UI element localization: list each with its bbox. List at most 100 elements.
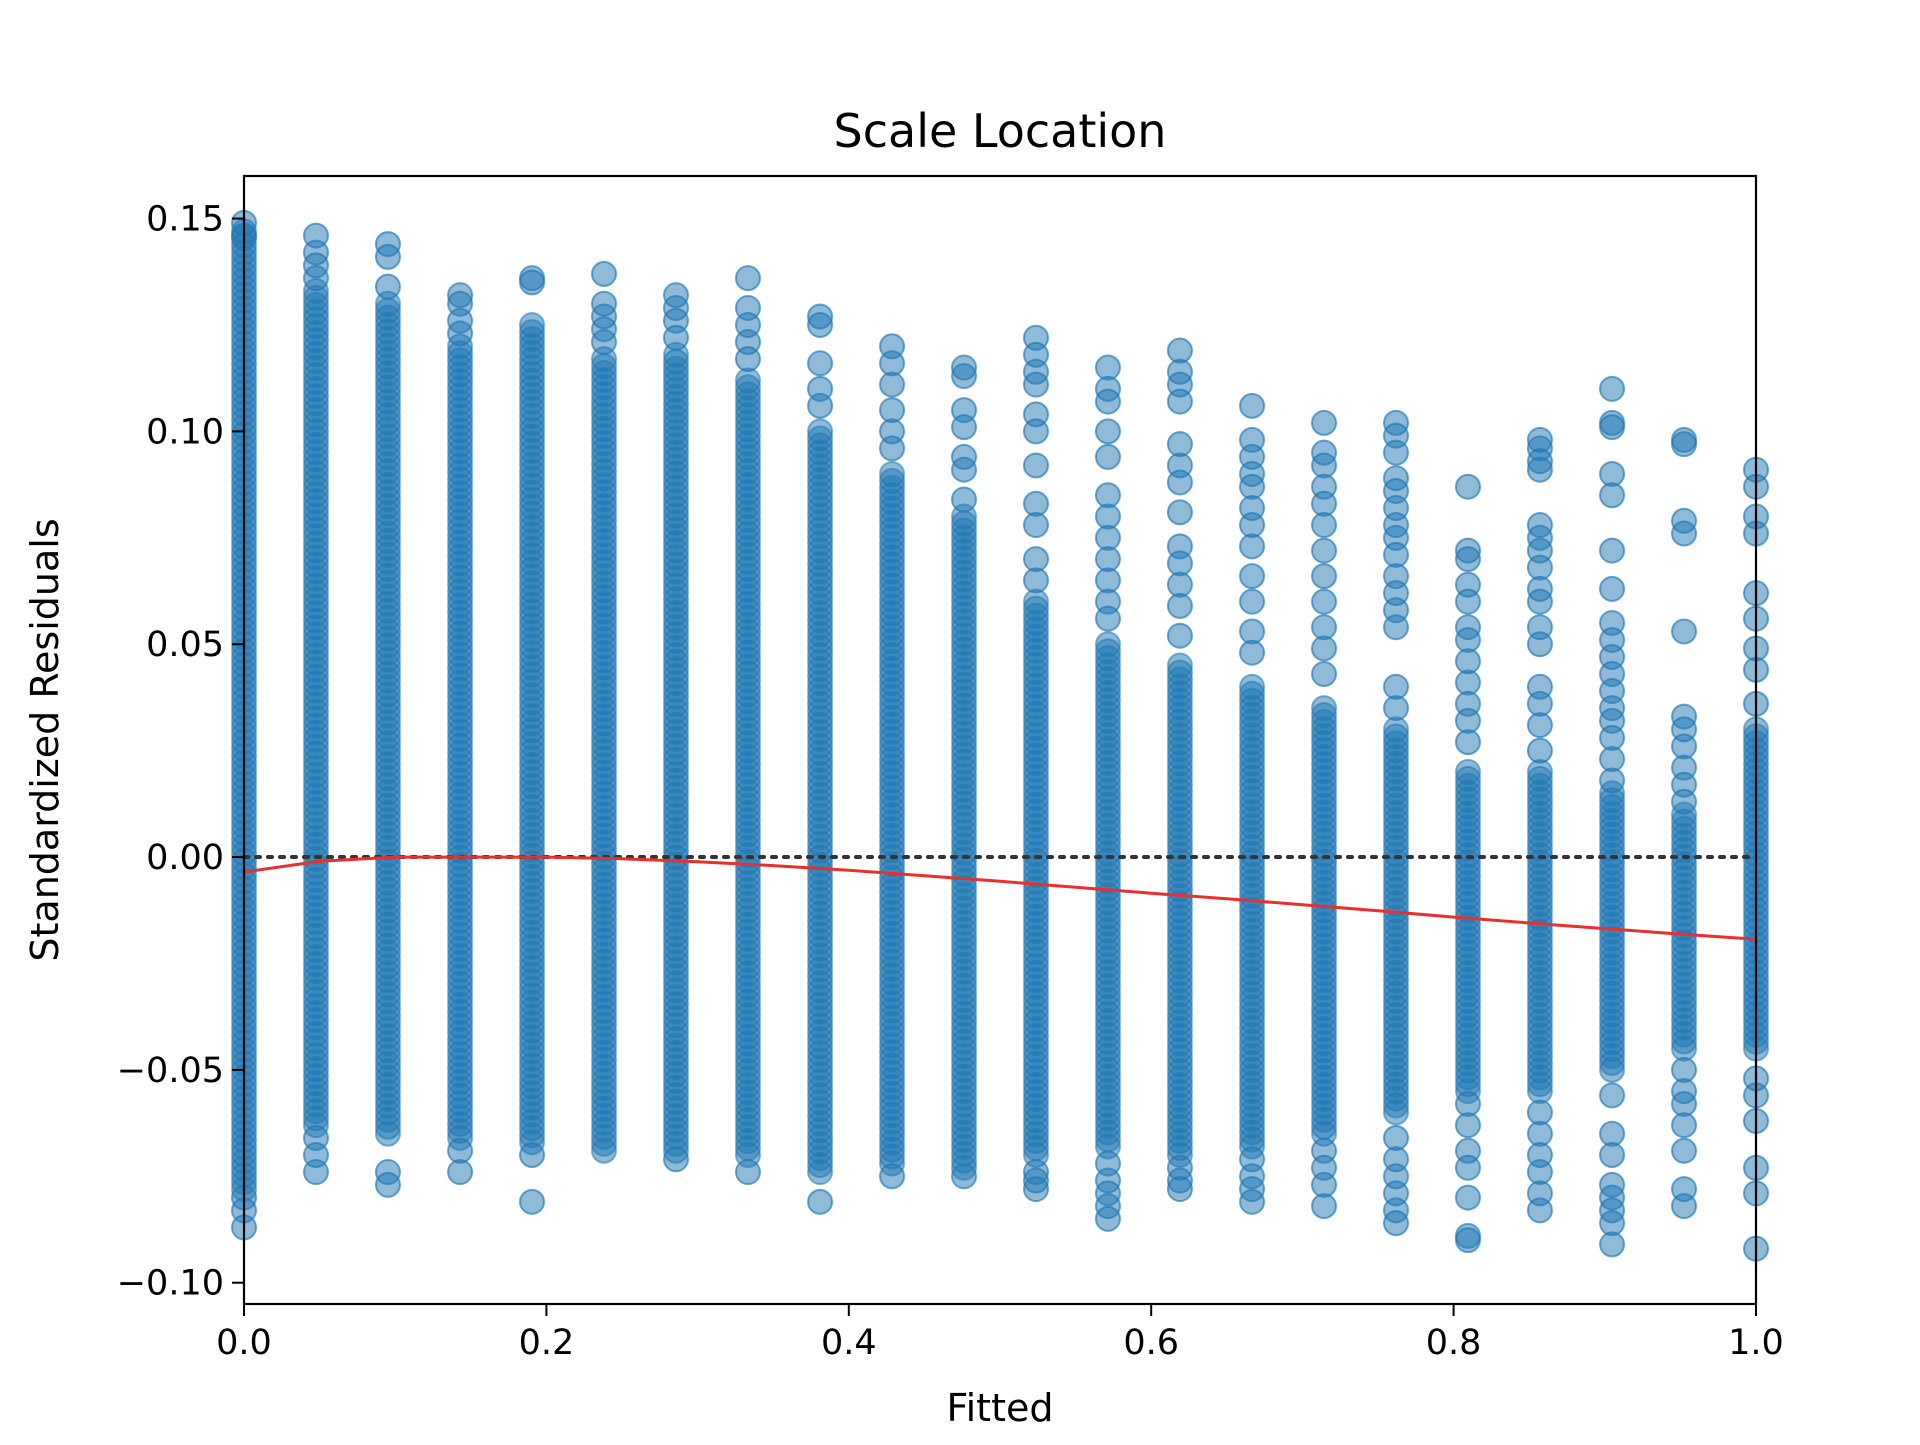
scatter-point xyxy=(1671,431,1698,458)
scatter-point xyxy=(662,1146,689,1173)
scatter-point xyxy=(1311,588,1338,615)
scatter-point xyxy=(1671,618,1698,645)
chart-title: Scale Location xyxy=(834,104,1167,158)
scatter-point xyxy=(1382,614,1409,641)
scatter-point xyxy=(1382,695,1409,722)
y-axis-label: Standardized Residuals xyxy=(23,518,67,961)
scatter-point xyxy=(1671,1137,1698,1164)
scatter-point xyxy=(1454,1154,1481,1181)
scatter-point xyxy=(1671,1112,1698,1139)
scatter-point xyxy=(1454,729,1481,756)
scatter-point xyxy=(1454,758,1481,785)
scatter-point xyxy=(374,273,401,300)
point-column-2 xyxy=(374,231,401,1198)
scatter-point xyxy=(591,260,618,287)
scatter-point xyxy=(1454,473,1481,500)
point-column-9 xyxy=(879,333,906,1190)
scatter-point xyxy=(519,1142,546,1169)
scatter-point xyxy=(1094,1205,1121,1232)
scatter-point xyxy=(1166,652,1193,679)
scatter-point xyxy=(1311,661,1338,688)
scatter-point xyxy=(807,311,834,338)
scatter-point xyxy=(1526,737,1553,764)
scatter-point xyxy=(951,456,978,483)
scatter-point xyxy=(807,350,834,377)
x-tick-label: 0.4 xyxy=(821,1323,877,1363)
y-tick-label: 0.05 xyxy=(146,625,224,665)
y-tick-label: 0.15 xyxy=(146,200,224,240)
scatter-point xyxy=(1599,1231,1626,1258)
point-column-7 xyxy=(734,265,761,1186)
scatter-point xyxy=(1022,512,1049,539)
point-column-14 xyxy=(1239,392,1266,1215)
x-tick-label: 0.8 xyxy=(1426,1323,1482,1363)
point-column-10 xyxy=(951,354,978,1190)
point-column-4 xyxy=(519,265,546,1215)
scatter-point xyxy=(1239,639,1266,666)
point-column-5 xyxy=(591,260,618,1164)
scatter-point xyxy=(1599,375,1626,402)
scatter-point xyxy=(879,1163,906,1190)
scatter-point xyxy=(807,418,834,445)
plot-frame xyxy=(242,174,1758,1306)
scatter-point xyxy=(1094,443,1121,470)
scatter-point xyxy=(1311,512,1338,539)
scatter-point xyxy=(519,1188,546,1215)
scatter-point xyxy=(734,346,761,373)
scatter-point xyxy=(734,1159,761,1186)
scatter-point xyxy=(1022,371,1049,398)
scatter-point xyxy=(1599,1082,1626,1109)
scatter-point xyxy=(1239,1188,1266,1215)
scatter-point xyxy=(662,324,689,351)
scatter-point xyxy=(1239,563,1266,590)
point-column-11 xyxy=(1022,324,1049,1203)
scatter-point xyxy=(1022,418,1049,445)
scatter-point xyxy=(1022,567,1049,594)
scatter-point xyxy=(1166,1176,1193,1203)
scatter-point xyxy=(1454,1112,1481,1139)
scatter-point xyxy=(519,269,546,296)
scatter-point xyxy=(1094,418,1121,445)
scatter-point xyxy=(1671,520,1698,547)
scatter-point xyxy=(1311,537,1338,564)
scatter-point xyxy=(1239,673,1266,700)
point-column-3 xyxy=(447,282,474,1186)
y-tick-label: 0.00 xyxy=(146,838,224,878)
scatter-point xyxy=(1599,575,1626,602)
x-tick-label: 0.6 xyxy=(1123,1323,1179,1363)
scatter-point xyxy=(1094,631,1121,658)
scatter-point xyxy=(1526,456,1553,483)
scatter-point xyxy=(1022,452,1049,479)
point-column-17 xyxy=(1454,473,1481,1254)
scatter-point xyxy=(1526,1197,1553,1224)
scatter-point xyxy=(1599,482,1626,509)
point-column-20 xyxy=(1671,426,1698,1220)
scatter-point xyxy=(1526,712,1553,739)
lowess-trend-line xyxy=(243,855,1757,941)
x-axis-ticks: 0.0 0.2 0.4 0.6 0.8 1.0 xyxy=(216,1304,1784,1363)
scatter-point xyxy=(1239,588,1266,615)
scatter-point xyxy=(1094,388,1121,415)
y-tick-label: 0.10 xyxy=(146,412,224,452)
point-column-1 xyxy=(302,222,329,1186)
scatter-point xyxy=(447,1159,474,1186)
scatter-point xyxy=(1311,1193,1338,1220)
scatter-point xyxy=(951,1163,978,1190)
point-column-16 xyxy=(1382,409,1409,1237)
scatter-point xyxy=(1382,439,1409,466)
scatter-point xyxy=(1094,605,1121,632)
scatter-point xyxy=(879,371,906,398)
scatter-point xyxy=(807,392,834,419)
scatter-point xyxy=(879,460,906,487)
points-layer xyxy=(231,209,1769,1262)
scatter-point xyxy=(1311,563,1338,590)
scatter-point xyxy=(1454,546,1481,573)
scatter-point xyxy=(1454,588,1481,615)
y-tick-label: −0.10 xyxy=(117,1264,224,1304)
scatter-point xyxy=(1599,414,1626,441)
scatter-point xyxy=(734,265,761,292)
point-column-12 xyxy=(1094,354,1121,1232)
scatter-point xyxy=(1239,533,1266,560)
point-column-6 xyxy=(662,282,689,1173)
